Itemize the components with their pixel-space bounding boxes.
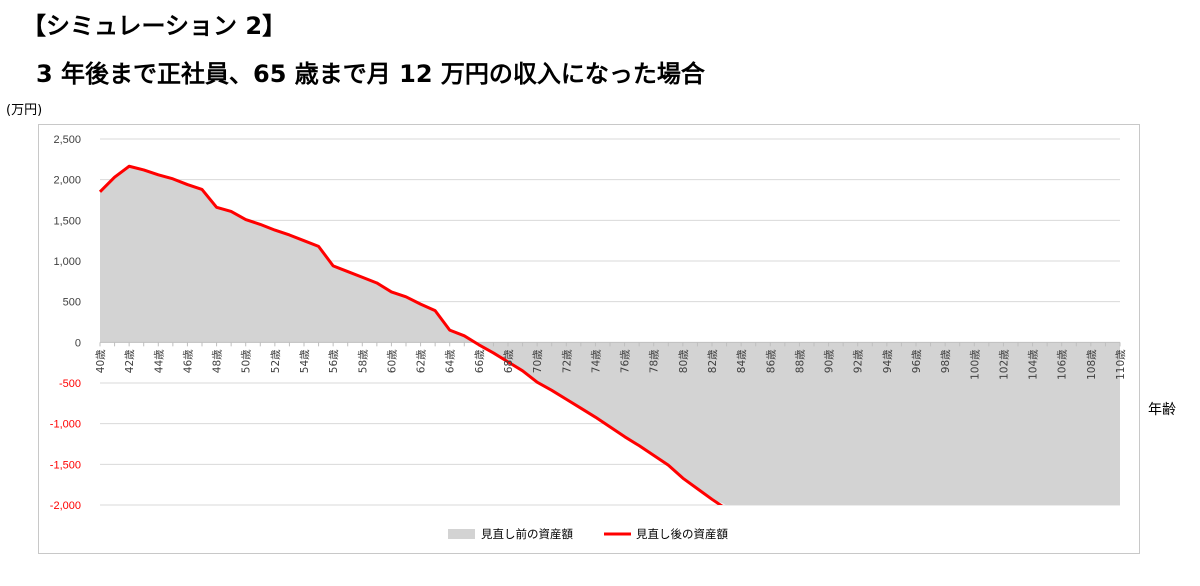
x-tick-label: 70歳: [532, 349, 544, 373]
x-tick-label: 60歳: [386, 349, 398, 373]
x-tick-label: 66歳: [474, 349, 486, 373]
x-tick-label: 58歳: [357, 349, 369, 373]
x-tick-label: 80歳: [678, 349, 690, 373]
y-tick-label: 2,000: [53, 175, 81, 187]
x-tick-label: 84歳: [736, 349, 748, 373]
grid-layer: [100, 138, 1120, 506]
x-tick-label: 40歳: [95, 349, 107, 373]
x-tick-label: 48歳: [212, 349, 224, 373]
x-tick-label: 68歳: [503, 349, 515, 373]
page-subtitle: 3 年後まで正社員、65 歳まで月 12 万円の収入になった場合: [36, 60, 705, 88]
y-tick-label: 2,500: [53, 134, 81, 146]
x-tick-label: 94歳: [882, 349, 894, 373]
x-tick-label: 46歳: [182, 349, 194, 373]
legend-label-before: 見直し前の資産額: [481, 527, 573, 541]
chart-frame: [38, 124, 1140, 554]
axis-layer: [99, 341, 1121, 347]
x-tick-label: 92歳: [853, 349, 865, 373]
x-tick-label: 82歳: [707, 349, 719, 373]
x-tick-label: 86歳: [765, 349, 777, 373]
x-tick-label: 52歳: [270, 349, 282, 373]
x-tick-label: 90歳: [824, 349, 836, 373]
x-tick-label: 56歳: [328, 349, 340, 373]
y-tick-labels: 2,500 2,000 1,500 1,000 500 0 -500 -1,000 -1,500…: [50, 134, 81, 512]
x-tick-label: 104歳: [1028, 349, 1040, 380]
legend: 見直し前の資産額 見直し後の資産額: [448, 527, 728, 541]
x-tick-labels: 40歳 42歳 44歳 46歳 48歳 50歳 52歳 54歳 56歳 58歳 60歳 62歳 64歳 6…: [95, 349, 1127, 380]
x-tick-label: 88歳: [794, 349, 806, 373]
x-tick-label: 106歳: [1057, 349, 1069, 380]
x-tick-label: 100歳: [969, 349, 981, 380]
y-tick-label: 1,500: [53, 215, 81, 227]
x-tick-label: 98歳: [940, 349, 952, 373]
series-area-before: [100, 166, 1120, 505]
x-tick-label: 54歳: [299, 349, 311, 373]
legend-swatch-before: [448, 529, 475, 539]
y-tick-label: -500: [59, 378, 81, 390]
x-tick-label: 42歳: [124, 349, 136, 373]
x-tick-label: 72歳: [561, 349, 573, 373]
x-tick-label: 110歳: [1115, 349, 1127, 380]
y-tick-label: 500: [63, 297, 81, 309]
y-tick-label: 1,000: [53, 256, 81, 268]
line-layer: [98, 164, 724, 505]
x-tick-label: 96歳: [911, 349, 923, 373]
x-tick-label: 108歳: [1086, 349, 1098, 380]
x-tick-label: 74歳: [590, 349, 602, 373]
x-axis-title: 年齢: [1148, 402, 1176, 418]
y-tick-label: -2,000: [50, 500, 81, 512]
x-tick-label: 102歳: [998, 349, 1010, 380]
page-title: 【シミュレーション 2】: [22, 12, 287, 40]
x-tick-label: 62歳: [416, 349, 428, 373]
y-axis-unit-label: (万円): [6, 103, 43, 118]
legend-label-after: 見直し後の資産額: [636, 527, 728, 541]
y-tick-label: 0: [75, 337, 81, 349]
x-tick-label: 78歳: [649, 349, 661, 373]
series-line-after: [98, 164, 724, 505]
x-tick-label: 50歳: [241, 349, 253, 373]
y-tick-label: -1,000: [50, 419, 81, 431]
x-tick-label: 64歳: [445, 349, 457, 373]
area-layer: [100, 166, 1120, 505]
x-tick-label: 76歳: [620, 349, 632, 373]
y-tick-label: -1,500: [50, 459, 81, 471]
x-tick-label: 44歳: [153, 349, 165, 373]
